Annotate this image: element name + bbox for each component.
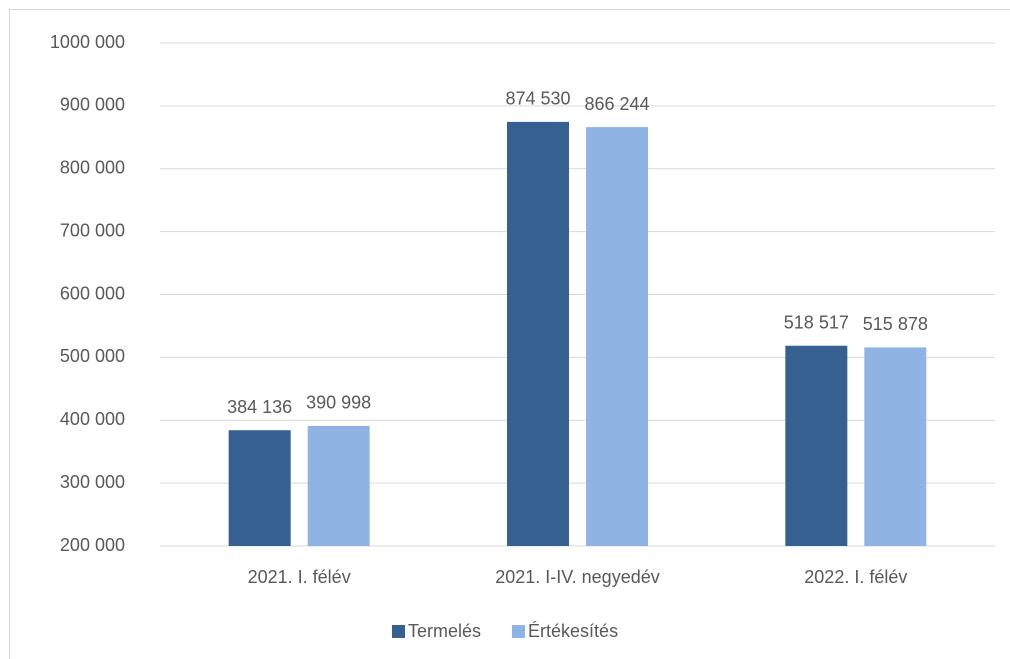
legend-swatch xyxy=(392,625,405,638)
bar xyxy=(785,345,848,546)
legend-label: Termelés xyxy=(408,621,481,641)
y-tick-label: 800 000 xyxy=(60,158,125,178)
value-label: 515 878 xyxy=(863,314,928,334)
y-tick-label: 900 000 xyxy=(60,95,125,115)
x-tick-label: 2021. I-IV. negyedév xyxy=(495,567,659,587)
bar xyxy=(586,127,648,546)
value-label: 874 530 xyxy=(505,89,570,109)
value-label: 518 517 xyxy=(784,312,849,332)
y-tick-label: 300 000 xyxy=(60,472,125,492)
x-tick-label: 2021. I. félév xyxy=(248,567,351,587)
x-tick-label: 2022. I. félév xyxy=(804,567,907,587)
legend-swatch xyxy=(512,625,526,638)
y-tick-label: 600 000 xyxy=(60,283,125,303)
value-label: 866 244 xyxy=(584,94,649,114)
value-label: 390 998 xyxy=(306,393,371,413)
bar xyxy=(507,121,569,547)
bar xyxy=(307,425,370,546)
legend-label: Értékesítés xyxy=(528,621,618,641)
y-tick-label: 400 000 xyxy=(60,409,125,429)
y-tick-label: 1000 000 xyxy=(50,32,125,52)
bar xyxy=(864,347,927,546)
y-tick-label: 700 000 xyxy=(60,220,125,240)
chart-border xyxy=(9,9,1010,659)
bar xyxy=(228,430,291,546)
value-label: 384 136 xyxy=(227,397,292,417)
y-tick-label: 200 000 xyxy=(60,535,125,555)
y-tick-label: 500 000 xyxy=(60,346,125,366)
